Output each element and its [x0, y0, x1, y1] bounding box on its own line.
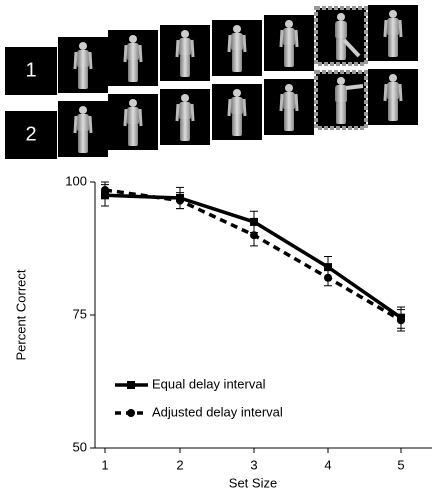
figure-arm	[227, 98, 232, 117]
stimulus-panel: 12	[5, 5, 418, 159]
figure-head	[389, 74, 397, 82]
marker	[250, 231, 258, 240]
marker	[250, 217, 258, 226]
figure-arm	[227, 34, 232, 53]
figure-head	[129, 99, 137, 107]
figure-head	[129, 35, 137, 43]
figure-body	[335, 21, 347, 39]
y-axis-label: Percent Correct	[13, 269, 28, 360]
figure-limb	[342, 38, 361, 58]
figure-arm	[175, 39, 180, 58]
figure-legs	[78, 131, 88, 153]
figure-body	[127, 107, 139, 125]
figure-arm	[398, 83, 403, 102]
x-tick-label: 4	[324, 457, 331, 472]
figure-arm	[242, 34, 247, 53]
y-tick-label: 75	[73, 306, 87, 321]
figure-arm	[123, 108, 128, 127]
x-tick-label: 1	[101, 457, 108, 472]
figure-arm	[279, 29, 284, 48]
x-tick-label: 5	[397, 457, 404, 472]
marker	[176, 196, 184, 205]
figure-arm	[398, 19, 403, 38]
row-label-box	[5, 111, 57, 159]
figure-head	[79, 42, 87, 50]
y-tick-label: 50	[73, 439, 87, 454]
legend-marker	[127, 409, 135, 417]
figure-legs	[284, 109, 294, 131]
figure-legs	[180, 119, 190, 141]
figure-body	[179, 38, 191, 56]
figure-body	[335, 85, 347, 103]
figure-head	[181, 30, 189, 38]
figure-arm	[294, 29, 299, 48]
legend-marker	[127, 381, 135, 389]
figure-arm	[294, 93, 299, 112]
marker	[324, 273, 332, 282]
figure-arm	[190, 103, 195, 122]
figure-arm	[383, 83, 388, 102]
row-label: 2	[25, 123, 36, 145]
figure-arm	[279, 93, 284, 112]
legend-label: Adjusted delay interval	[152, 404, 283, 419]
figure-head	[181, 94, 189, 102]
figure-body	[77, 114, 89, 132]
figure-legs	[128, 60, 138, 82]
figure-head	[233, 89, 241, 97]
figure-arm	[73, 51, 78, 70]
figure-legs	[78, 67, 88, 89]
series-line	[104, 188, 402, 322]
figure-arm	[383, 19, 388, 38]
x-axis-label: Set Size	[229, 475, 277, 490]
marker	[101, 185, 109, 194]
y-tick-label: 100	[65, 173, 87, 188]
figure-head	[285, 20, 293, 28]
figure-legs	[180, 55, 190, 77]
figure-arm	[242, 98, 247, 117]
series-line	[104, 193, 402, 320]
figure-arm	[88, 51, 93, 70]
figure-legs	[336, 102, 346, 124]
figure-legs	[232, 50, 242, 72]
figure-body	[179, 102, 191, 120]
figure-legs	[284, 45, 294, 67]
figure-body	[387, 18, 399, 36]
figure-arm	[175, 103, 180, 122]
figure-legs	[232, 114, 242, 136]
marker	[397, 316, 405, 325]
figure-arm	[138, 108, 143, 127]
x-tick-label: 3	[250, 457, 257, 472]
figure-body	[231, 33, 243, 51]
figure-arm	[138, 44, 143, 63]
figure-head	[79, 106, 87, 114]
row-label: 1	[25, 59, 36, 81]
figure-head	[233, 25, 241, 33]
figure-body	[283, 92, 295, 110]
figure-head	[337, 77, 345, 85]
marker	[324, 263, 332, 272]
figure-arm	[88, 115, 93, 134]
figure-head	[389, 10, 397, 18]
row-label-box	[5, 47, 57, 95]
figure-body	[283, 28, 295, 46]
figure-legs	[128, 124, 138, 146]
figure-arm	[123, 44, 128, 63]
figure-body	[77, 50, 89, 68]
figure-body	[127, 43, 139, 61]
figure-arm	[73, 115, 78, 134]
figure-body	[231, 97, 243, 115]
figure-head	[285, 84, 293, 92]
x-tick-label: 2	[176, 457, 183, 472]
figure-legs	[388, 99, 398, 121]
chart: 50 75 100 1 2 3 4 5 Equal delay interval Adjusted…	[65, 173, 432, 472]
legend-label: Equal delay interval	[152, 376, 266, 391]
figure-legs	[388, 35, 398, 57]
figure-limb	[345, 84, 364, 90]
figure-arm	[190, 39, 195, 58]
figure-body	[387, 82, 399, 100]
figure-head	[337, 13, 345, 21]
figure-legs	[336, 38, 346, 60]
